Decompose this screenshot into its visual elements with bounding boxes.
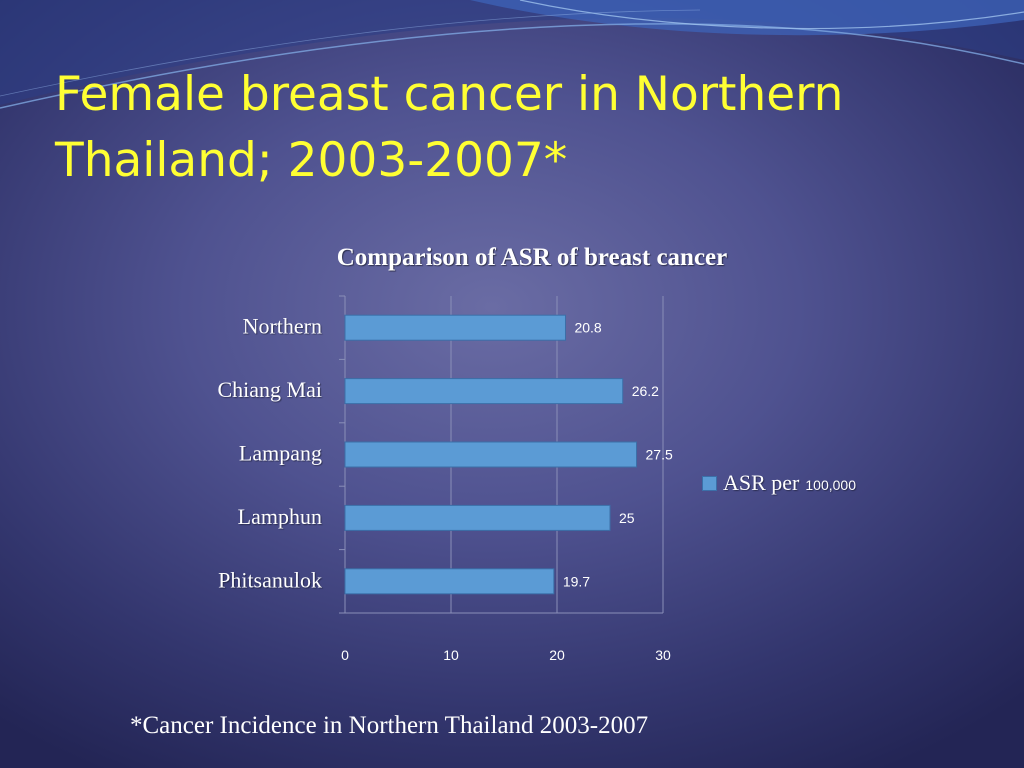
bar-lampang: [344, 441, 637, 468]
bar-chiang-mai: [344, 378, 624, 405]
bar-lamphun: [344, 504, 611, 531]
category-label-phitsanulok: Phitsanulok: [218, 567, 322, 592]
category-label-northern: Northern: [243, 314, 322, 339]
bar-northern: [344, 314, 566, 341]
slide-title: Female breast cancer in Northern Thailan…: [55, 62, 995, 194]
slide-footnote: *Cancer Incidence in Northern Thailand 2…: [130, 712, 649, 739]
category-label-chiang-mai: Chiang Mai: [218, 377, 323, 402]
data-label-phitsanulok: 19.7: [563, 573, 590, 589]
x-tick-label-0: 0: [341, 647, 349, 663]
legend-label: ASR per: [723, 470, 800, 495]
data-label-lampang: 27.5: [646, 447, 673, 463]
slide-title-line-2: Thailand; 2003-2007*: [55, 133, 568, 188]
slide-title-line-1: Female breast cancer in Northern: [55, 67, 844, 122]
data-label-northern: 20.8: [574, 320, 601, 336]
data-label-chiang-mai: 26.2: [632, 383, 659, 399]
header-swoosh-decoration: [0, 0, 1024, 109]
x-tick-label-10: 10: [443, 647, 459, 663]
x-tick-label-30: 30: [655, 647, 671, 663]
legend-label-unit: 100,000: [805, 477, 856, 493]
chart-legend: ASR per 100,000: [702, 470, 856, 496]
data-label-lamphun: 25: [619, 510, 635, 526]
chart-title: Comparison of ASR of breast cancer: [336, 244, 728, 271]
category-label-lamphun: Lamphun: [238, 504, 322, 529]
legend-swatch: [702, 476, 717, 491]
category-label-lampang: Lampang: [239, 441, 322, 466]
x-tick-label-20: 20: [549, 647, 565, 663]
bar-phitsanulok: [344, 568, 555, 595]
